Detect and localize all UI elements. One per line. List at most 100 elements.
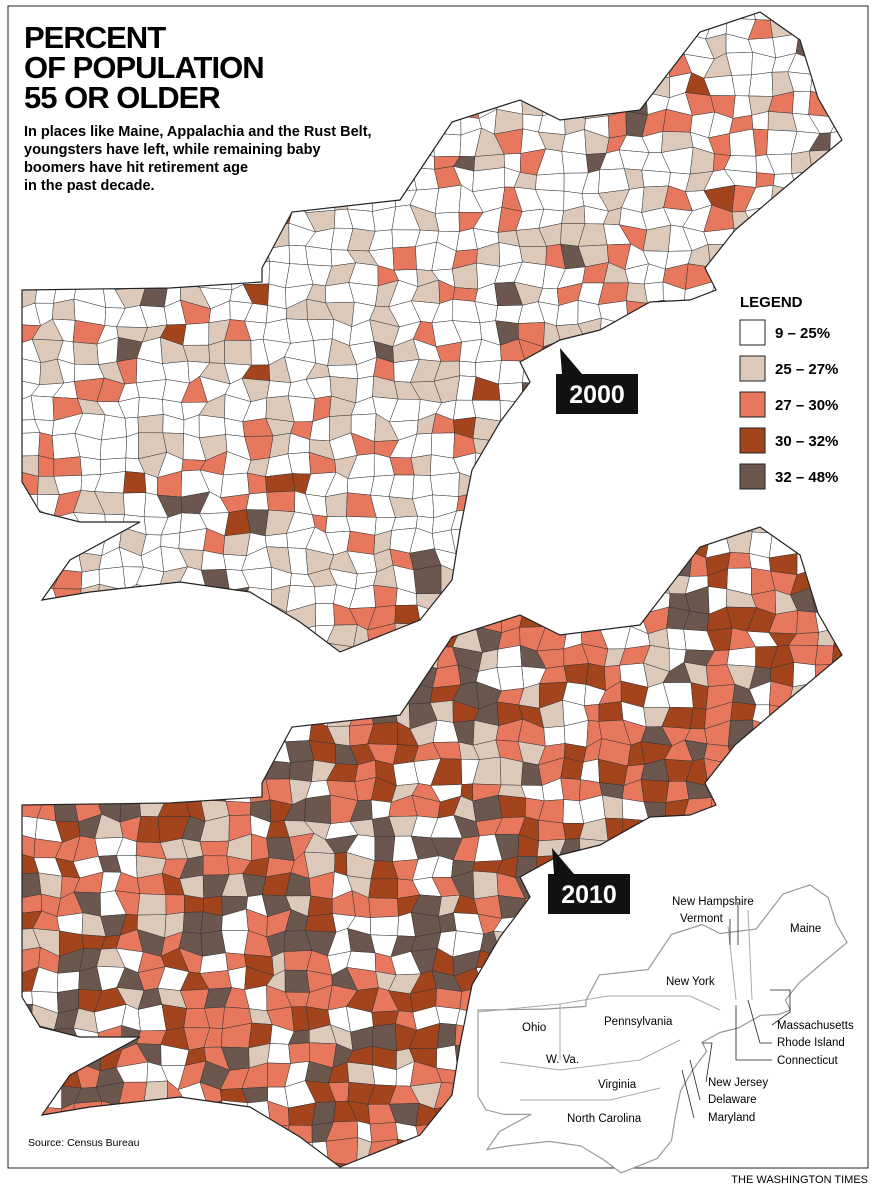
county bbox=[518, 399, 540, 419]
county bbox=[436, 1044, 458, 1072]
county bbox=[35, 1160, 61, 1167]
county bbox=[584, 36, 604, 62]
county bbox=[245, 492, 269, 511]
county bbox=[522, 586, 540, 607]
county bbox=[753, 248, 771, 271]
county bbox=[137, 1118, 159, 1144]
county bbox=[541, 527, 568, 540]
county bbox=[525, 432, 547, 462]
county bbox=[709, 1121, 734, 1146]
county bbox=[396, 641, 418, 652]
source: Source: Census Bureau bbox=[28, 1137, 140, 1149]
county bbox=[816, 852, 837, 880]
county bbox=[76, 665, 102, 685]
county bbox=[22, 722, 43, 746]
county bbox=[704, 879, 735, 897]
county bbox=[225, 800, 252, 816]
county bbox=[872, 1008, 878, 1027]
county bbox=[562, 533, 589, 558]
county bbox=[601, 950, 628, 976]
county bbox=[79, 719, 103, 746]
county bbox=[831, 664, 842, 687]
county bbox=[284, 699, 313, 721]
county bbox=[34, 530, 59, 557]
county bbox=[94, 646, 123, 652]
county bbox=[837, 527, 842, 535]
county bbox=[708, 452, 730, 480]
county bbox=[538, 528, 566, 553]
county bbox=[202, 726, 231, 743]
county bbox=[54, 663, 80, 688]
county bbox=[873, 497, 878, 513]
county bbox=[179, 721, 208, 748]
state-label: Delaware bbox=[708, 1094, 757, 1106]
county bbox=[873, 1142, 878, 1161]
county bbox=[227, 185, 247, 208]
county bbox=[872, 607, 878, 632]
county bbox=[265, 667, 292, 686]
county bbox=[77, 223, 100, 249]
county bbox=[435, 1005, 461, 1025]
county bbox=[479, 490, 499, 511]
county bbox=[460, 569, 485, 594]
county bbox=[773, 1122, 797, 1147]
county bbox=[199, 186, 231, 211]
county bbox=[498, 431, 526, 459]
county bbox=[810, 515, 835, 532]
county bbox=[77, 1158, 97, 1167]
county bbox=[854, 321, 878, 346]
county bbox=[240, 1160, 271, 1167]
county bbox=[52, 569, 83, 590]
county bbox=[22, 533, 37, 555]
county bbox=[220, 720, 250, 747]
county bbox=[815, 549, 841, 571]
county bbox=[667, 360, 684, 379]
county bbox=[82, 699, 103, 725]
county bbox=[682, 374, 712, 400]
county bbox=[97, 607, 122, 628]
county bbox=[312, 72, 334, 101]
county bbox=[158, 780, 190, 803]
county bbox=[33, 606, 60, 630]
county bbox=[74, 649, 98, 673]
county bbox=[748, 1139, 774, 1166]
county bbox=[356, 682, 374, 709]
county bbox=[872, 470, 878, 499]
county bbox=[141, 719, 169, 746]
county bbox=[181, 587, 204, 611]
county bbox=[516, 947, 540, 970]
county bbox=[562, 551, 589, 574]
county bbox=[769, 17, 800, 39]
county bbox=[707, 1178, 730, 1194]
county bbox=[223, 650, 252, 670]
county bbox=[437, 605, 460, 633]
year-box bbox=[548, 874, 630, 914]
county bbox=[515, 548, 544, 574]
county bbox=[856, 375, 878, 403]
county bbox=[243, 628, 271, 643]
county bbox=[828, 527, 842, 553]
county bbox=[114, 267, 147, 290]
county bbox=[350, 1161, 373, 1167]
county bbox=[498, 71, 522, 99]
county bbox=[583, 569, 607, 590]
county bbox=[184, 644, 203, 652]
county bbox=[350, 646, 380, 652]
county bbox=[751, 1122, 777, 1143]
county bbox=[535, 172, 565, 192]
county bbox=[563, 1177, 588, 1194]
legend-label: 25 – 27% bbox=[775, 361, 838, 378]
county bbox=[623, 490, 653, 515]
county bbox=[755, 172, 776, 188]
county bbox=[682, 338, 712, 363]
county bbox=[664, 399, 693, 417]
county bbox=[795, 17, 818, 37]
county bbox=[687, 513, 713, 532]
county bbox=[205, 666, 228, 690]
county bbox=[707, 243, 732, 268]
county bbox=[854, 991, 878, 1008]
county bbox=[811, 533, 841, 553]
county bbox=[646, 476, 668, 496]
county bbox=[163, 644, 188, 652]
county bbox=[535, 77, 562, 99]
